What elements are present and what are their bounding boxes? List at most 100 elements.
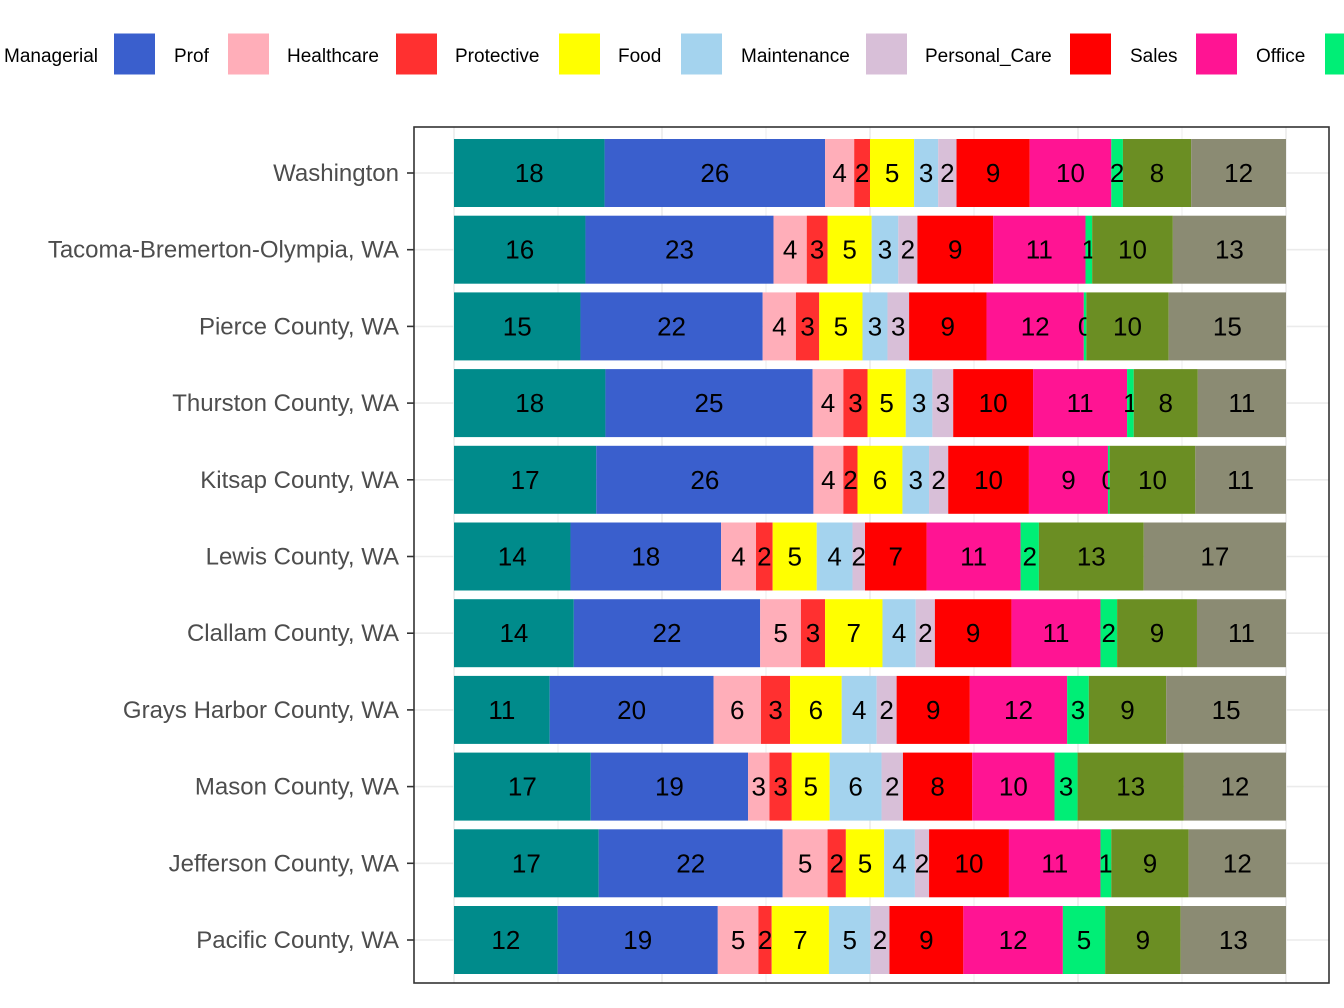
bar-value-label: 5	[773, 618, 787, 648]
bar-value-label: 3	[810, 235, 824, 265]
bar-value-label: 17	[508, 772, 537, 802]
bar-segment-personal-care	[887, 292, 910, 361]
bar-segment-office	[1028, 445, 1108, 514]
bar-segment-series-10	[1054, 752, 1078, 821]
bar-value-label: 10	[1118, 235, 1147, 265]
bar-value-label: 11	[488, 695, 515, 725]
bar-segment-managerial	[454, 445, 597, 514]
bar-segment-healthcare	[717, 906, 759, 974]
bar-value-label: 23	[665, 235, 694, 265]
y-tick-label: Grays Harbor County, WA	[123, 697, 399, 724]
bar-segment-managerial	[454, 139, 605, 207]
bar-segment-food	[845, 829, 885, 898]
y-tick-label: Thurston County, WA	[172, 390, 399, 417]
bar-value-label: 11	[1041, 848, 1068, 878]
bar-value-label: 2	[918, 618, 932, 648]
legend-swatch	[1070, 33, 1111, 75]
legend-swatch	[681, 33, 722, 75]
bar-value-label: 18	[515, 388, 544, 418]
legend: Managerial Prof Healthcare Protective Food Ma…	[4, 33, 1344, 75]
y-tick-label: Jefferson County, WA	[169, 850, 399, 877]
bar-segment-office	[926, 522, 1021, 591]
bar-value-label: 2	[1102, 618, 1116, 648]
bar-value-label: 7	[889, 542, 903, 572]
bar-segment-office	[963, 906, 1063, 974]
legend-label: Managerial	[4, 46, 98, 67]
bar-value-label: 10	[974, 465, 1003, 495]
bar-value-label: 9	[966, 618, 980, 648]
bar-segment-food	[825, 599, 883, 668]
bar-segment-sales	[956, 139, 1030, 207]
bar-segment-prof	[549, 675, 714, 744]
bar-value-label: 9	[926, 695, 940, 725]
bar-segment-series-12	[1183, 752, 1286, 821]
bar-value-label: 3	[848, 388, 862, 418]
bar-segment-sales	[948, 445, 1029, 514]
bar-value-label: 3	[891, 311, 905, 341]
bar-segment-maintenance	[905, 369, 933, 438]
bar-segment-healthcare	[760, 599, 801, 668]
bar-segment-healthcare	[813, 445, 844, 514]
bar-value-label: 4	[772, 311, 786, 341]
bar-value-label: 3	[806, 618, 820, 648]
bar-segment-series-12	[1143, 522, 1286, 591]
bar-value-label: 12	[1021, 311, 1050, 341]
bar-value-label: 2	[879, 695, 893, 725]
bar-segment-personal-care	[898, 215, 918, 284]
bar-segment-personal-care	[881, 752, 903, 821]
bar-segment-maintenance	[862, 292, 888, 361]
bar-segment-series-10	[1085, 215, 1093, 284]
bar-segment-sales	[929, 829, 1009, 898]
bar-segment-sales	[934, 599, 1012, 668]
bar-value-label: 15	[1213, 311, 1242, 341]
bar-segment-sales	[909, 292, 987, 361]
legend-swatch	[559, 33, 600, 75]
bar-value-label: 22	[653, 618, 682, 648]
bar-segment-protective	[756, 522, 773, 591]
bar-segment-series-11	[1133, 369, 1198, 438]
bar-value-label: 2	[829, 848, 843, 878]
bar-value-label: 10	[1138, 465, 1167, 495]
bar-segment-office	[1033, 369, 1128, 438]
bar-value-label: 10	[999, 772, 1028, 802]
bar-segment-personal-care	[852, 522, 866, 591]
bar-segment-maintenance	[902, 445, 930, 514]
bar-segment-series-11	[1122, 139, 1192, 207]
bar-segment-food	[791, 752, 830, 821]
bar-value-label: 1	[1099, 848, 1113, 878]
bar-value-label: 16	[505, 235, 534, 265]
bar-value-label: 11	[1026, 235, 1053, 265]
legend-label: Sales	[1130, 46, 1178, 67]
bar-value-label: 6	[809, 695, 823, 725]
bar-segment-healthcare	[762, 292, 796, 361]
bar-segment-series-11	[1109, 445, 1196, 514]
bar-segment-sales	[917, 215, 994, 284]
legend-label: Office	[1256, 46, 1305, 67]
bar-segment-series-10	[1067, 675, 1089, 744]
legend-swatch	[114, 33, 155, 75]
bar-value-label: 3	[768, 695, 782, 725]
bar-segment-series-10	[1111, 139, 1123, 207]
legend-label: Personal_Care	[925, 46, 1052, 67]
bar-segment-sales	[902, 752, 973, 821]
bar-segment-office	[972, 752, 1055, 821]
bar-value-label: 13	[1219, 925, 1248, 955]
legend-swatch	[866, 33, 907, 75]
bar-segment-managerial	[454, 292, 581, 361]
bar-value-label: 2	[757, 542, 771, 572]
bar-value-label: 11	[1227, 465, 1254, 495]
y-tick-label: Tacoma-Bremerton-Olympia, WA	[48, 237, 399, 264]
bar-value-label: 12	[1220, 772, 1249, 802]
bar-segment-managerial	[454, 215, 586, 284]
bar-segment-food	[857, 445, 903, 514]
bar-segment-series-12	[1180, 906, 1286, 974]
bar-segment-protective	[854, 139, 870, 207]
bar-segment-series-10	[1107, 445, 1110, 514]
bar-value-label: 10	[1113, 311, 1142, 341]
bar-value-label: 3	[1071, 695, 1085, 725]
bar-segment-managerial	[454, 369, 606, 438]
bar-segment-sales	[865, 522, 927, 591]
bar-value-label: 9	[986, 158, 1000, 188]
panel-border	[413, 126, 1330, 984]
bar-segment-office	[986, 292, 1084, 361]
